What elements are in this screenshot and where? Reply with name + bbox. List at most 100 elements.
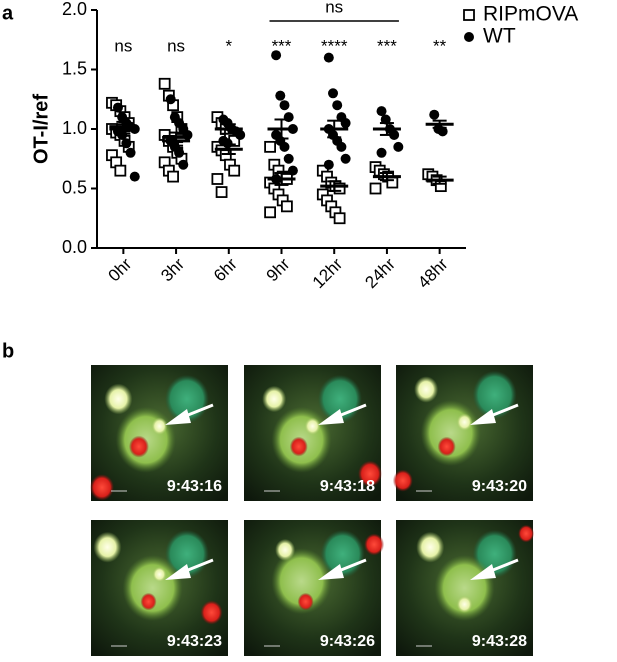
- data-point: [323, 52, 334, 63]
- data-point: [463, 9, 475, 21]
- cell: [358, 460, 383, 487]
- data-point: [264, 206, 277, 219]
- cell: [437, 436, 456, 457]
- data-point: [323, 159, 334, 170]
- cell: [122, 555, 183, 621]
- data-point: [271, 173, 282, 184]
- legend-label: WT: [483, 25, 516, 48]
- cell: [275, 538, 296, 561]
- data-point: [333, 212, 346, 225]
- data-point: [114, 164, 127, 177]
- data-point: [121, 138, 132, 149]
- data-point: [389, 129, 400, 140]
- x-tick-label: 6hr: [210, 254, 241, 285]
- data-point: [369, 182, 382, 195]
- data-point: [434, 180, 447, 193]
- data-point: [228, 164, 241, 177]
- cell: [128, 435, 149, 458]
- cell: [416, 531, 445, 563]
- cell: [456, 413, 473, 431]
- data-point: [178, 159, 189, 170]
- significance-label: ****: [321, 36, 348, 55]
- data-point: [380, 114, 391, 125]
- x-tick-label: 12hr: [309, 254, 347, 292]
- cell: [104, 383, 133, 415]
- timestamp: 9:43:16: [167, 478, 222, 495]
- x-tick-label: 48hr: [414, 254, 452, 292]
- arrow-head: [318, 409, 344, 425]
- data-point: [174, 147, 185, 158]
- data-point: [211, 173, 224, 185]
- cell: [364, 533, 385, 556]
- cell: [289, 436, 308, 457]
- data-point: [437, 126, 448, 137]
- data-point: [125, 147, 136, 158]
- significance-label: **: [433, 36, 447, 55]
- microscopy-frame: 9:43:20: [392, 365, 533, 501]
- arrow-head: [165, 564, 191, 580]
- cell: [93, 531, 122, 563]
- data-point: [283, 112, 294, 123]
- panel-label: a: [2, 2, 14, 24]
- data-point: [275, 90, 286, 101]
- timestamp: 9:43:28: [472, 633, 527, 650]
- cell: [518, 524, 535, 543]
- y-tick-label: 0.5: [62, 177, 87, 197]
- microscopy-frame: 9:43:28: [396, 520, 535, 656]
- data-point: [393, 141, 404, 152]
- arrow-head: [318, 564, 344, 580]
- cell: [434, 555, 495, 621]
- y-tick-label: 1.0: [62, 118, 87, 138]
- data-point: [112, 102, 123, 113]
- y-tick-label: 0.0: [62, 237, 87, 257]
- cell: [456, 595, 473, 614]
- x-tick-label: 0hr: [105, 254, 136, 285]
- x-tick-label: 3hr: [157, 254, 188, 285]
- timestamp: 9:43:18: [320, 478, 375, 495]
- data-point: [129, 171, 140, 182]
- data-point: [340, 118, 351, 129]
- data-point: [332, 100, 343, 111]
- timestamp: 9:43:26: [320, 633, 375, 650]
- cell: [297, 592, 314, 611]
- data-point: [279, 100, 290, 111]
- data-point: [283, 153, 294, 164]
- y-tick-label: 2.0: [62, 0, 87, 19]
- legend-label: RIPmOVA: [483, 3, 578, 26]
- x-tick-label: 9hr: [263, 254, 294, 285]
- x-tick-label: 24hr: [361, 254, 399, 292]
- cell: [414, 376, 439, 403]
- y-axis-label: OT-I/ref: [30, 94, 52, 164]
- data-point: [264, 140, 277, 153]
- data-point: [429, 109, 440, 120]
- data-point: [328, 88, 339, 99]
- data-point: [280, 200, 293, 213]
- data-point: [158, 77, 171, 90]
- microscopy-frame: 9:43:16: [89, 365, 228, 501]
- significance-label: ns: [167, 36, 185, 55]
- cell: [152, 566, 167, 583]
- cell: [151, 417, 168, 435]
- significance-label: ns: [114, 36, 132, 55]
- cell: [271, 548, 332, 615]
- significance-label: ***: [377, 36, 397, 55]
- data-point: [235, 129, 246, 140]
- data-point: [117, 129, 128, 140]
- data-point: [165, 94, 176, 105]
- cell: [262, 385, 287, 413]
- cell: [304, 417, 321, 435]
- data-point: [215, 186, 228, 198]
- arrow-head: [470, 564, 496, 580]
- microscopy-frame: 9:43:26: [244, 520, 385, 656]
- data-point: [271, 50, 282, 61]
- data-point: [336, 141, 347, 152]
- data-point: [167, 170, 179, 183]
- cell: [89, 474, 114, 501]
- data-point: [287, 165, 298, 176]
- arrow-head: [165, 409, 191, 425]
- data-point: [222, 138, 233, 149]
- data-point: [376, 106, 387, 117]
- data-point: [386, 176, 399, 189]
